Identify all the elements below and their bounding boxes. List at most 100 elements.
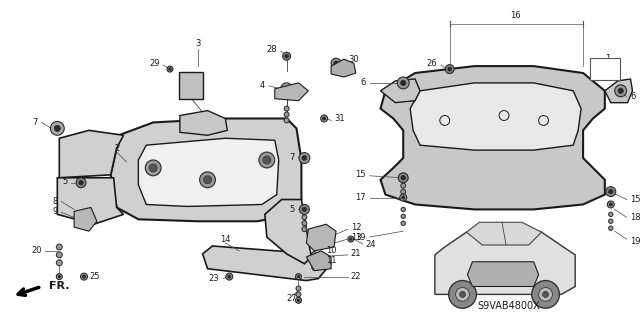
Text: 25: 25 xyxy=(89,272,99,281)
Polygon shape xyxy=(58,178,124,224)
FancyBboxPatch shape xyxy=(590,58,620,80)
Text: 5: 5 xyxy=(289,205,294,214)
Circle shape xyxy=(331,58,341,68)
Circle shape xyxy=(615,85,627,97)
Polygon shape xyxy=(60,130,124,178)
FancyBboxPatch shape xyxy=(179,72,203,99)
Text: 23: 23 xyxy=(209,274,220,283)
Polygon shape xyxy=(138,138,278,206)
Circle shape xyxy=(56,260,62,266)
Text: 9: 9 xyxy=(52,207,58,216)
Circle shape xyxy=(447,67,452,71)
Circle shape xyxy=(312,251,317,256)
Circle shape xyxy=(606,187,616,197)
Text: FR.: FR. xyxy=(49,281,70,292)
Text: 5: 5 xyxy=(62,177,67,186)
Circle shape xyxy=(532,281,559,308)
Text: 15: 15 xyxy=(630,195,640,204)
Text: 26: 26 xyxy=(426,59,437,68)
Polygon shape xyxy=(410,83,581,150)
Text: 29: 29 xyxy=(150,59,160,68)
Circle shape xyxy=(296,292,301,297)
Circle shape xyxy=(609,226,613,230)
Circle shape xyxy=(297,299,300,302)
Circle shape xyxy=(609,189,613,194)
Circle shape xyxy=(299,152,310,163)
Circle shape xyxy=(401,175,406,180)
Circle shape xyxy=(284,106,289,111)
Text: 28: 28 xyxy=(266,45,276,54)
Text: 22: 22 xyxy=(351,272,362,281)
Text: 27: 27 xyxy=(286,294,297,303)
Circle shape xyxy=(401,189,406,194)
Text: 12: 12 xyxy=(351,223,362,232)
Polygon shape xyxy=(435,227,575,294)
Circle shape xyxy=(296,274,301,279)
Text: 20: 20 xyxy=(31,246,42,256)
Text: 6: 6 xyxy=(630,92,636,101)
Text: 2: 2 xyxy=(114,144,119,152)
Text: 30: 30 xyxy=(348,55,358,64)
Polygon shape xyxy=(307,251,331,271)
Circle shape xyxy=(401,207,405,211)
Text: 4: 4 xyxy=(260,81,265,90)
Circle shape xyxy=(302,156,307,160)
Circle shape xyxy=(609,203,612,206)
Polygon shape xyxy=(467,222,541,245)
Circle shape xyxy=(51,122,64,135)
Circle shape xyxy=(228,275,231,278)
Circle shape xyxy=(259,152,275,168)
Circle shape xyxy=(296,286,301,291)
Circle shape xyxy=(334,61,339,65)
Circle shape xyxy=(499,111,509,121)
Circle shape xyxy=(149,164,157,172)
Circle shape xyxy=(321,115,328,122)
Circle shape xyxy=(312,258,317,263)
Text: 7: 7 xyxy=(32,118,38,127)
Circle shape xyxy=(56,244,62,250)
Text: 18: 18 xyxy=(630,213,640,222)
Circle shape xyxy=(76,178,86,188)
Circle shape xyxy=(167,66,173,72)
Circle shape xyxy=(401,221,405,226)
Circle shape xyxy=(81,273,88,280)
Circle shape xyxy=(397,77,409,89)
Circle shape xyxy=(83,275,86,278)
Circle shape xyxy=(300,204,309,214)
Text: 21: 21 xyxy=(351,249,362,258)
Circle shape xyxy=(456,287,470,301)
Circle shape xyxy=(607,201,614,208)
Circle shape xyxy=(302,221,307,226)
Text: 8: 8 xyxy=(52,197,58,206)
Circle shape xyxy=(204,176,211,184)
Circle shape xyxy=(200,172,216,188)
Circle shape xyxy=(449,281,476,308)
Circle shape xyxy=(302,227,307,232)
Circle shape xyxy=(348,236,354,242)
Circle shape xyxy=(285,55,289,58)
Circle shape xyxy=(56,274,62,279)
Circle shape xyxy=(445,65,454,73)
Text: 15: 15 xyxy=(355,170,365,179)
Polygon shape xyxy=(111,118,301,221)
Polygon shape xyxy=(467,262,539,286)
Circle shape xyxy=(296,297,301,303)
Circle shape xyxy=(618,88,623,93)
Circle shape xyxy=(281,83,292,95)
Text: 16: 16 xyxy=(511,11,521,20)
Text: 6: 6 xyxy=(360,78,365,87)
Polygon shape xyxy=(74,207,97,231)
Polygon shape xyxy=(307,224,336,251)
Text: 13: 13 xyxy=(351,233,362,241)
Circle shape xyxy=(460,292,465,297)
Circle shape xyxy=(54,125,60,131)
Text: S9VAB4800X: S9VAB4800X xyxy=(477,301,540,311)
Text: 24: 24 xyxy=(365,240,376,249)
Circle shape xyxy=(398,173,408,183)
Circle shape xyxy=(283,52,291,60)
Circle shape xyxy=(226,273,233,280)
Circle shape xyxy=(284,112,289,117)
Circle shape xyxy=(440,115,450,125)
Circle shape xyxy=(539,287,552,301)
Circle shape xyxy=(58,275,61,278)
